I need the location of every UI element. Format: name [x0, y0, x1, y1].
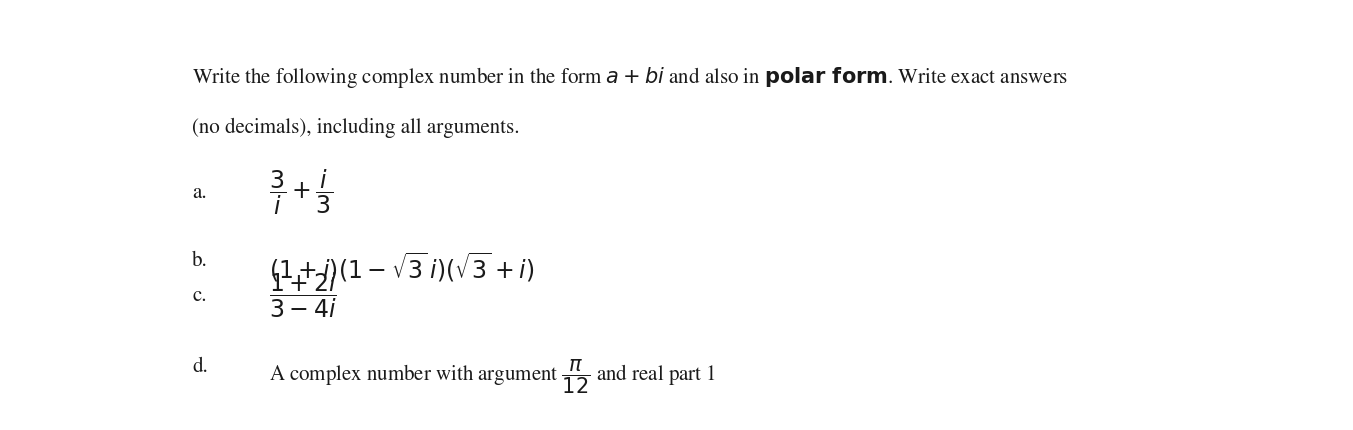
- Text: Write the following complex number in the form $a + bi$ and also in $\mathbf{pol: Write the following complex number in th…: [192, 65, 1069, 90]
- Text: (no decimals), including all arguments.: (no decimals), including all arguments.: [192, 118, 520, 138]
- Text: d.: d.: [192, 356, 208, 376]
- Text: b.: b.: [192, 250, 208, 270]
- Text: A complex number with argument $\dfrac{\pi}{12}$ and real part 1: A complex number with argument $\dfrac{\…: [269, 356, 716, 395]
- Text: $\dfrac{1 + 2i}{3 - 4i}$: $\dfrac{1 + 2i}{3 - 4i}$: [269, 270, 337, 319]
- Text: a.: a.: [192, 182, 207, 202]
- Text: $(1 + i)(1 - \sqrt{3}\,i)(\sqrt{3} + i)$: $(1 + i)(1 - \sqrt{3}\,i)(\sqrt{3} + i)$: [269, 250, 534, 284]
- Text: c.: c.: [192, 285, 207, 305]
- Text: $\dfrac{3}{i} + \dfrac{i}{3}$: $\dfrac{3}{i} + \dfrac{i}{3}$: [269, 168, 333, 217]
